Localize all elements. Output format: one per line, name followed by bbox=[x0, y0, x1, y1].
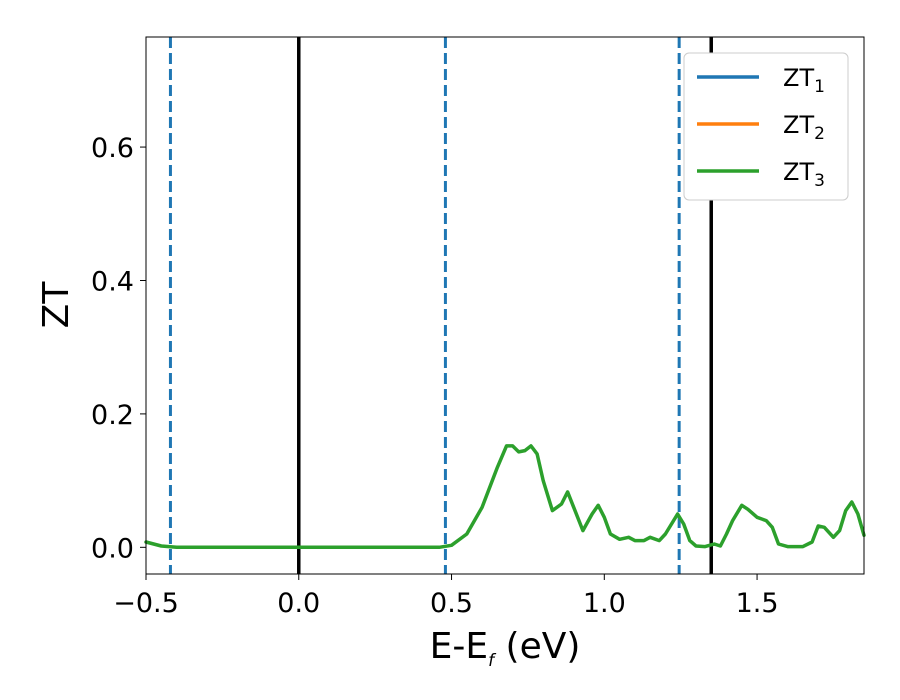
y-axis-ticks: 0.0 0.2 0.4 0.6 bbox=[91, 133, 146, 564]
series-lines bbox=[144, 444, 866, 550]
legend-items: ZT1 ZT2 ZT3 bbox=[697, 64, 825, 191]
y-tick-label: 0.6 bbox=[91, 133, 134, 164]
y-axis-label: ZT bbox=[36, 281, 77, 329]
x-axis-label: E-Ef (eV) bbox=[430, 626, 581, 671]
x-tick-label: −0.5 bbox=[113, 588, 179, 619]
plot-frame bbox=[145, 36, 865, 575]
y-tick-label: 0.0 bbox=[91, 533, 134, 564]
legend-box bbox=[683, 52, 849, 201]
x-tick-label: 1.0 bbox=[583, 588, 626, 619]
legend-label-zt2: ZT2 bbox=[783, 111, 825, 144]
y-tick-label: 0.2 bbox=[91, 400, 134, 431]
legend: ZT1 ZT2 ZT3 bbox=[683, 52, 849, 201]
legend-label-zt3: ZT3 bbox=[783, 158, 825, 191]
y-tick-label: 0.4 bbox=[91, 266, 134, 297]
legend-label-zt1: ZT1 bbox=[783, 64, 825, 97]
series-line-zt3 bbox=[144, 444, 866, 550]
x-tick-label: 1.5 bbox=[736, 588, 779, 619]
x-tick-label: 0.5 bbox=[430, 588, 473, 619]
x-tick-label: 0.0 bbox=[277, 588, 320, 619]
x-axis-ticks: −0.5 0.0 0.5 1.0 1.5 bbox=[113, 574, 779, 619]
